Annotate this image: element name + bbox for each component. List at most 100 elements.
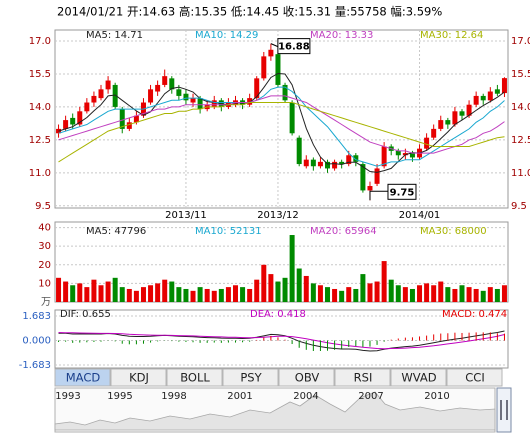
indicator-tab-label[interactable]: MACD bbox=[66, 371, 101, 385]
candle-body bbox=[431, 128, 437, 138]
candle-body bbox=[247, 98, 253, 105]
volume-bar bbox=[140, 287, 146, 302]
y-tick-label: 17.0 bbox=[29, 36, 51, 47]
candle-body bbox=[360, 164, 366, 191]
ma-line bbox=[58, 95, 505, 154]
timeline-scroll-handle[interactable] bbox=[496, 387, 512, 433]
y-tick-label: 0.000 bbox=[22, 336, 51, 347]
candle-body bbox=[162, 76, 168, 85]
indicator-tab-label[interactable]: KDJ bbox=[129, 371, 149, 385]
candle-body bbox=[438, 120, 444, 129]
indicator-tab-label[interactable]: BOLL bbox=[180, 371, 210, 385]
volume-bar bbox=[417, 285, 423, 302]
candle-body bbox=[466, 104, 472, 116]
candle-body bbox=[310, 159, 316, 167]
y-tick-label: 20 bbox=[38, 260, 51, 271]
indicator-tab-label[interactable]: WVAD bbox=[401, 371, 436, 385]
timeline-year: 2001 bbox=[227, 391, 252, 402]
legend-entry: MA10: 52131 bbox=[195, 226, 262, 237]
indicator-tab[interactable] bbox=[54, 368, 111, 387]
candle-body bbox=[176, 89, 182, 96]
indicator-tab[interactable] bbox=[166, 368, 223, 387]
legend-entry: DEA: 0.418 bbox=[250, 309, 306, 320]
timeline-overview bbox=[54, 391, 496, 431]
volume-bar bbox=[360, 274, 366, 302]
candle-body bbox=[70, 117, 76, 125]
volume-bar bbox=[197, 287, 203, 302]
y-tick-label-right: 11.0 bbox=[511, 168, 530, 179]
legend-entry: MACD: 0.474 bbox=[442, 309, 507, 320]
indicator-tab[interactable] bbox=[446, 368, 503, 387]
candle-body bbox=[367, 186, 373, 191]
ma-line bbox=[58, 102, 505, 163]
candle-body bbox=[480, 95, 486, 101]
candle-body bbox=[332, 161, 338, 169]
candle-body bbox=[374, 168, 380, 184]
volume-bar bbox=[126, 288, 132, 302]
candle-body bbox=[105, 80, 111, 90]
volume-bar bbox=[317, 285, 323, 302]
volume-bar bbox=[275, 281, 281, 302]
candle-body bbox=[487, 91, 493, 101]
y-tick-label: 15.5 bbox=[29, 69, 51, 80]
legend-entry: MA20: 13.33 bbox=[310, 30, 373, 41]
volume-bar bbox=[282, 277, 288, 302]
volume-bar bbox=[289, 235, 295, 302]
y-tick-label: 10 bbox=[38, 278, 51, 289]
candle-body bbox=[325, 161, 331, 169]
annotation-leader bbox=[270, 43, 279, 48]
y-tick-label: 40 bbox=[38, 223, 51, 234]
volume-bar bbox=[353, 288, 359, 302]
volume-bar bbox=[381, 261, 387, 302]
candle-body bbox=[353, 155, 359, 162]
candle-body bbox=[112, 84, 118, 107]
volume-bar bbox=[247, 288, 253, 302]
candle-body bbox=[303, 159, 309, 167]
indicator-tab[interactable] bbox=[334, 368, 391, 387]
candle-body bbox=[409, 153, 415, 158]
indicator-tab[interactable] bbox=[278, 368, 335, 387]
volume-bar bbox=[431, 285, 437, 302]
y-tick-label: 1.683 bbox=[22, 311, 51, 322]
volume-bar bbox=[254, 279, 260, 302]
y-tick-label: 14.0 bbox=[29, 102, 51, 113]
volume-bar bbox=[395, 285, 401, 302]
volume-bar bbox=[367, 283, 373, 302]
candle-body bbox=[445, 120, 451, 125]
y-tick-label-right: 12.5 bbox=[511, 135, 530, 146]
indicator-tab-label[interactable]: PSY bbox=[240, 371, 262, 385]
macd-panel bbox=[54, 309, 509, 369]
indicator-tab[interactable] bbox=[390, 368, 447, 387]
y-tick-label-right: 17.0 bbox=[511, 36, 530, 47]
volume-bar bbox=[480, 290, 486, 302]
candle-body bbox=[459, 111, 465, 116]
annotation-high: 16.88 bbox=[278, 42, 310, 53]
volume-bar bbox=[261, 264, 267, 302]
volume-bar bbox=[183, 288, 189, 302]
legend-entry: MA30: 68000 bbox=[420, 226, 487, 237]
indicator-tab-label[interactable]: OBV bbox=[295, 371, 320, 385]
annotation-box bbox=[387, 183, 417, 200]
macd-line bbox=[58, 330, 505, 352]
indicator-tab-label[interactable]: CCI bbox=[465, 371, 484, 385]
x-tick-label: 2013/11 bbox=[165, 210, 207, 221]
candle-body bbox=[84, 102, 90, 112]
indicator-tab[interactable] bbox=[110, 368, 167, 387]
candle-body bbox=[289, 102, 295, 134]
volume-bar bbox=[112, 277, 118, 302]
annotation-low: 9.75 bbox=[390, 187, 415, 198]
volume-bar bbox=[232, 285, 238, 302]
volume-bar bbox=[190, 290, 196, 302]
legend-entry: MA10: 14.29 bbox=[195, 30, 258, 41]
price-panel bbox=[54, 29, 509, 209]
candle-body bbox=[346, 155, 352, 165]
indicator-tabs: MACD KDJ BOLL PSY OBV RSI WVAD CCI bbox=[54, 368, 503, 387]
indicator-tab-label[interactable]: RSI bbox=[354, 371, 373, 385]
volume-bar bbox=[70, 285, 76, 302]
volume-bar bbox=[452, 288, 458, 302]
candle-body bbox=[98, 89, 104, 99]
indicator-tab[interactable] bbox=[222, 368, 279, 387]
candle-body bbox=[317, 161, 323, 167]
legend-entry: MA20: 65964 bbox=[310, 226, 377, 237]
volume-bar bbox=[494, 288, 500, 302]
